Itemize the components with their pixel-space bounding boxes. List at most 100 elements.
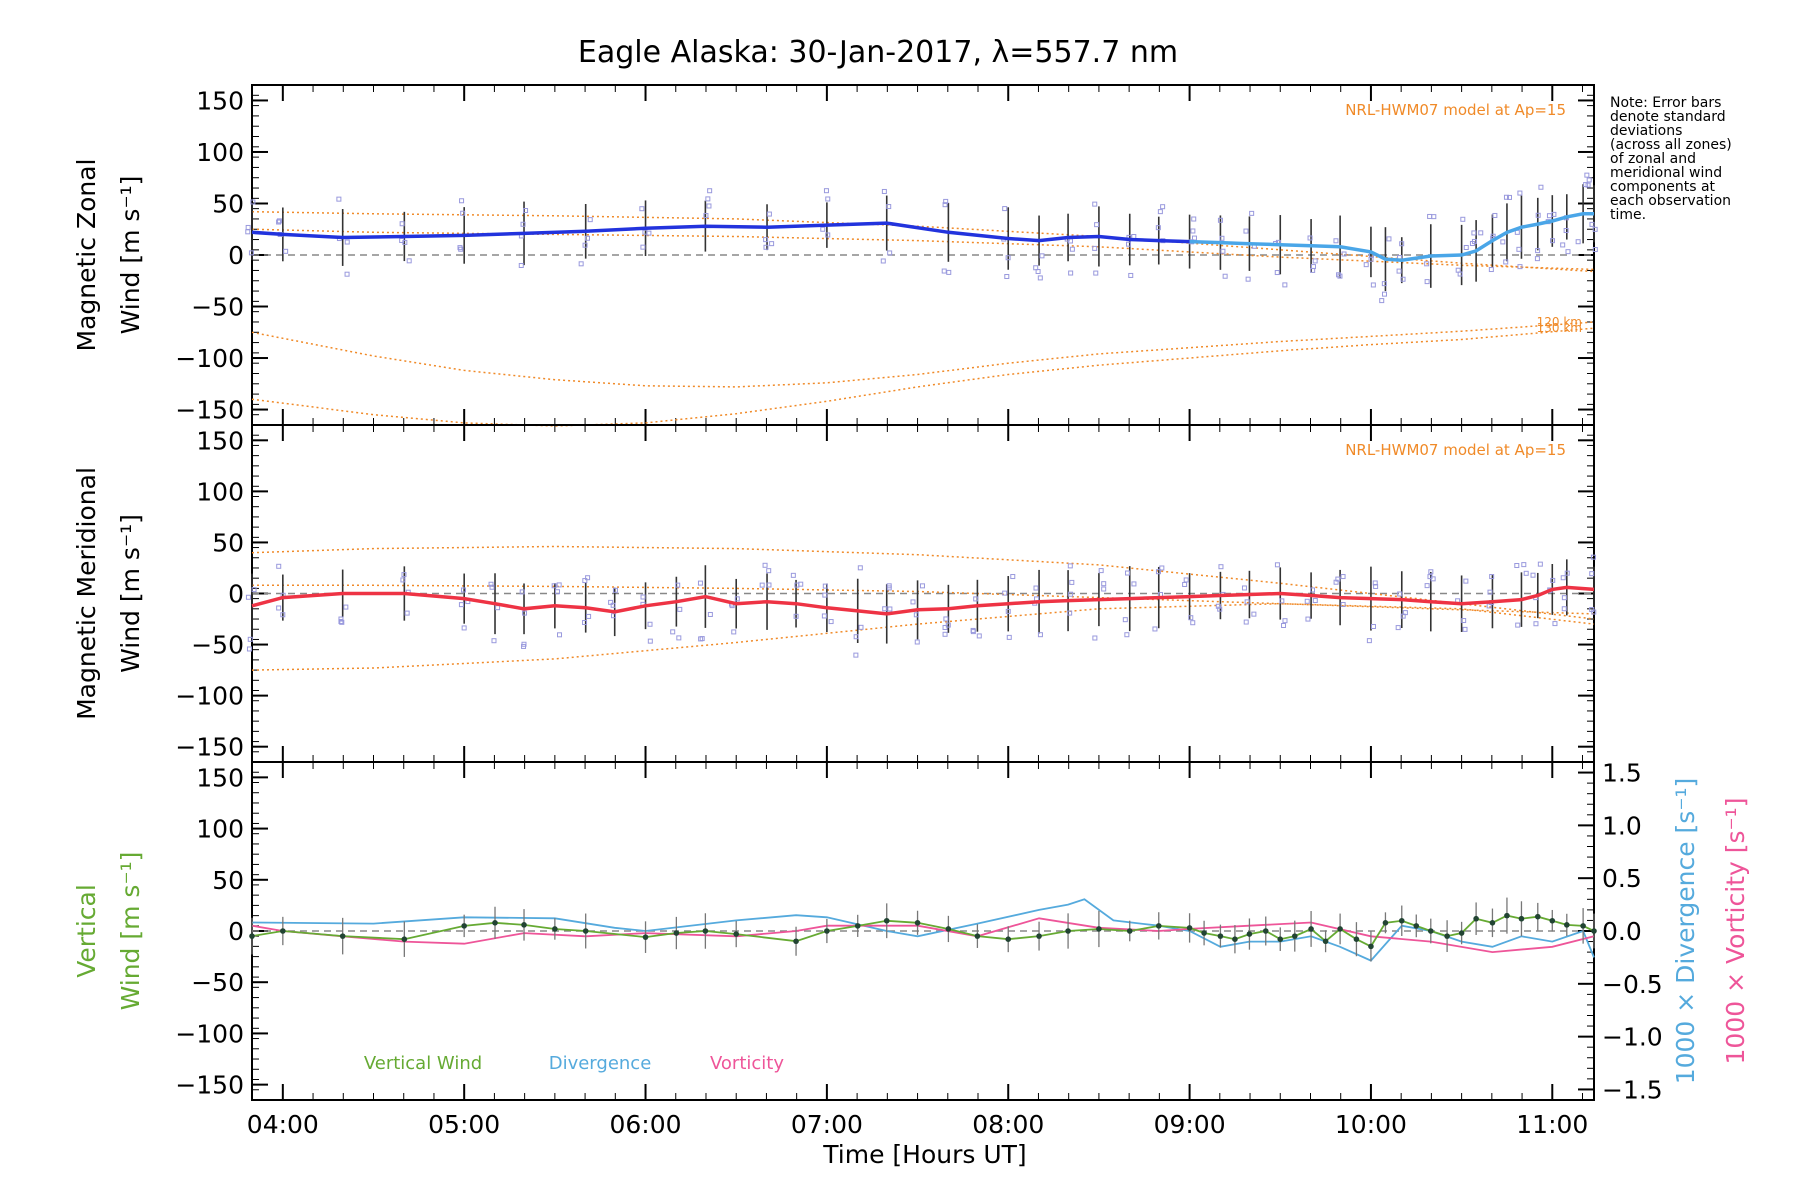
vertical-wind-point (642, 934, 649, 940)
zone-point (1274, 562, 1280, 568)
zone-point (459, 198, 465, 204)
zone-point (1004, 274, 1010, 280)
zone-point (1128, 272, 1134, 278)
zone-point (1005, 255, 1011, 261)
zone-point (1125, 570, 1131, 576)
model-curve (251, 327, 1595, 427)
zone-point (677, 606, 683, 612)
zone-point (1039, 253, 1045, 259)
zonal-wind-line (1189, 212, 1594, 262)
zone-point (1241, 585, 1247, 591)
zone-point (880, 258, 886, 264)
zone-point (247, 636, 253, 642)
x-tick-label: 05:00 (428, 1110, 500, 1139)
zone-point (399, 221, 405, 227)
zone-point (1564, 570, 1570, 576)
zone-point (647, 638, 653, 644)
zone-point (276, 605, 282, 611)
vertical-wind-point (1065, 928, 1071, 934)
zone-point (1535, 212, 1541, 218)
vertical-wind-point (974, 933, 981, 939)
zone-point (1552, 621, 1558, 627)
zone-point (245, 229, 251, 235)
zone-point (1592, 247, 1598, 253)
zone-point (706, 203, 712, 209)
zone-point (1427, 213, 1433, 219)
zone-point (798, 581, 804, 587)
zone-point (1305, 616, 1311, 622)
y-tick-label: −150 (175, 733, 244, 762)
zone-point (970, 629, 976, 635)
y-tick-label: 0 (228, 241, 244, 270)
zone-point (399, 237, 405, 243)
y-tick-label: 50 (212, 528, 244, 557)
vertical-wind-point (854, 923, 861, 929)
zone-point (910, 599, 916, 605)
y-axis-label: Wind [m s⁻¹] (116, 852, 145, 1011)
vertical-wind-point (824, 928, 830, 934)
zone-point (881, 188, 887, 194)
zonal-wind-panel: −150 −100 −50 0 50 100 150 Magnetic Zonal Wind [… (72, 84, 1598, 427)
vertical-wind-point (1444, 933, 1450, 939)
zone-point (246, 646, 252, 652)
zone-point (1400, 613, 1406, 619)
zone-point (460, 210, 466, 216)
vertical-wind-panel: −150 −100 −50 0 50 100 150 Vertical Wind [m s⁻¹]… (72, 759, 1750, 1105)
zone-point (1337, 273, 1343, 279)
zone-point (1155, 569, 1161, 575)
zone-point (1159, 565, 1165, 571)
zone-point (857, 565, 863, 571)
zone-point (1397, 591, 1403, 597)
zone-point (488, 581, 494, 587)
zone-point (1304, 598, 1310, 604)
y-tick-label: 150 (196, 763, 244, 792)
zone-point (793, 613, 799, 619)
zone-point (640, 594, 646, 600)
zone-point (1517, 190, 1523, 196)
zone-point (1251, 611, 1257, 617)
zone-point (946, 269, 952, 275)
zone-point (821, 613, 827, 619)
zone-point (1399, 241, 1405, 247)
zone-point (825, 196, 831, 202)
zone-point (647, 621, 653, 627)
zone-point (582, 242, 588, 248)
y-tick-label: 100 (196, 138, 244, 167)
zone-point (1550, 238, 1556, 244)
zone-point (1538, 184, 1544, 190)
zone-point (1537, 561, 1543, 567)
zone-point (886, 204, 892, 210)
zone-point (1155, 225, 1161, 231)
zone-point (612, 587, 618, 593)
y-tick-label: −150 (175, 396, 244, 425)
zone-point (1312, 258, 1318, 264)
x-tick-label: 09:00 (1154, 1110, 1226, 1139)
vertical-wind-point (1232, 936, 1238, 942)
zone-point (919, 583, 925, 589)
vertical-wind-point (1580, 923, 1586, 929)
zone-point (1487, 589, 1493, 595)
zone-point (400, 577, 406, 583)
zone-point (1591, 609, 1597, 615)
zone-point (1152, 626, 1158, 632)
zone-point (1249, 210, 1255, 216)
vertical-wind-point (1518, 915, 1525, 922)
zone-point (495, 605, 501, 611)
divergence-line (251, 898, 1595, 962)
zone-point (1093, 270, 1099, 276)
zone-point (557, 632, 563, 638)
zone-point (584, 235, 590, 241)
zone-point (1243, 619, 1249, 625)
vorticity-axis-label: 1000 × Vorticity [s⁻¹] (1721, 798, 1750, 1065)
zone-point (1514, 563, 1520, 569)
zone-point (820, 226, 826, 232)
vertical-wind-point (1427, 928, 1434, 934)
zone-point (1244, 599, 1250, 605)
y-axis-label: Wind [m s⁻¹] (116, 514, 145, 673)
zone-point (707, 611, 713, 617)
vertical-wind-point (673, 930, 680, 936)
zone-point (1310, 587, 1316, 593)
zone-point (825, 232, 831, 238)
x-axis: 04:00 05:00 06:00 07:00 08:00 09:00 10:00 11:00 (247, 1110, 1589, 1139)
zone-point (1500, 239, 1506, 245)
